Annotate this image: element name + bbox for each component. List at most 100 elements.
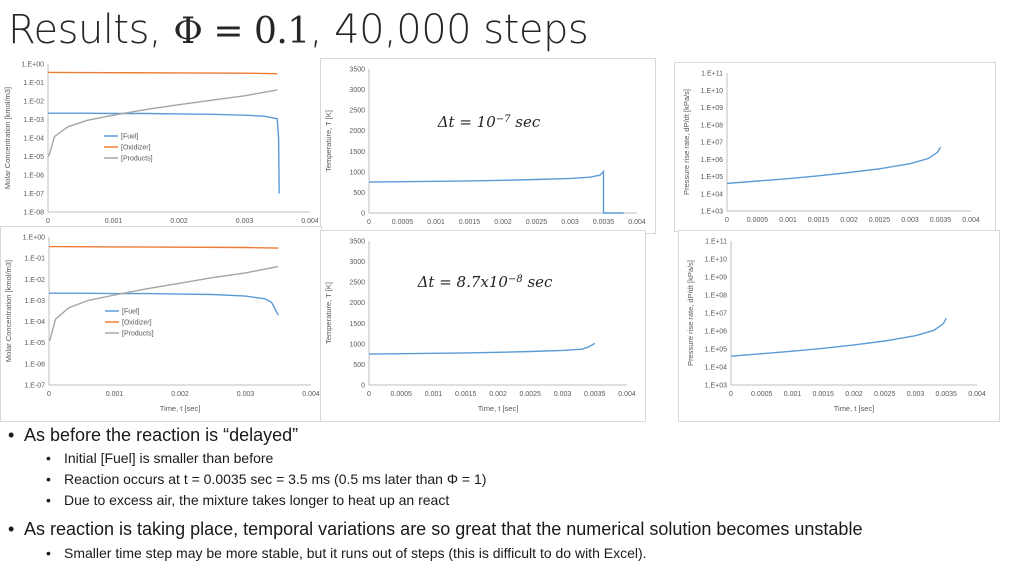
chart-pressure-rate-bottom: 1.E+03 1.E+04 1.E+05 1.E+06 1.E+07 1.E+08 1.E+… [678,230,1000,422]
x-tick-label: 0.0015 [813,391,835,398]
y-tick-label: 1.E-01 [24,256,45,263]
x-tick-label: 0.002 [171,391,189,398]
y-tick-label: 1.E+11 [701,71,723,78]
y-tick-label: 1.E+11 [705,239,727,246]
x-tick-label: 0.0035 [584,391,606,398]
x-tick-label: 0.0025 [874,391,896,398]
x-axis-label: Time, t [sec] [478,404,519,413]
x-tick-label: 0.001 [427,219,445,226]
y-tick-label: 3500 [349,239,365,246]
y-tick-label: 1.E-01 [23,80,44,87]
x-tick-label: 0.0015 [455,391,477,398]
x-tick-label: 0.001 [106,391,124,398]
y-tick-label: 0 [361,211,365,218]
x-tick-label: 0 [47,391,51,398]
y-tick-label: 1.E+08 [701,122,723,129]
y-tick-label: 2500 [349,280,365,287]
bullet-1-text: As before the reaction is “delayed” [24,425,299,445]
y-tick-label: 1.E-05 [24,340,45,347]
chart-svg: 1.E-08 1.E-07 1.E-06 1.E-05 1.E-04 1.E-03 1.E-… [3,62,318,226]
slide-title: Results, Φ = 0.1, 40,000 steps [8,4,589,58]
x-tick-label: 0.004 [618,391,636,398]
x-tick-label: 0.004 [302,391,320,398]
bullet-2: • As reaction is taking place, temporal v… [8,518,862,540]
x-tick-label: 0.003 [907,391,925,398]
chart-svg: 0 500 1000 1500 2000 2500 3000 3500 0 0.0005 0.001… [324,67,646,227]
x-tick-label: 0.004 [628,219,646,226]
bullet-dot: • [46,492,51,508]
y-tick-label: 1000 [349,341,365,348]
legend-label: [Oxidizer] [121,145,151,152]
y-tick-label: 1.E-03 [24,298,45,305]
timestep-annotation: Δt = 10−7 sec [437,113,541,131]
y-axis-label: Pressure rise rate, dP/dt [kPa/s] [682,89,691,195]
y-axis-label: Pressure rise rate, dP/dt [kPa/s] [686,260,695,366]
sub-bullet-2-1-text: Smaller time step may be more stable, bu… [64,545,647,561]
legend-label: [Fuel] [122,309,140,316]
y-tick-label: 3000 [349,259,365,266]
x-axis-label: Time, t [sec] [834,404,875,413]
annotation-exponent: −8 [508,274,523,285]
x-tick-label: 0 [729,391,733,398]
x-tick-label: 0.0025 [869,217,891,224]
bullet-1: • As before the reaction is “delayed” [8,424,298,446]
x-tick-label: 0.0015 [459,219,481,226]
chart-svg: 1.E-07 1.E-06 1.E-05 1.E-04 1.E-03 1.E-02 1.E-… [4,235,320,414]
annotation-base: Δt = 10 [437,113,497,131]
legend-label: [Fuel] [121,134,139,141]
legend-label: [Products] [121,156,153,163]
x-tick-label: 0.0005 [751,391,773,398]
x-tick-label: 0.0015 [808,217,830,224]
y-tick-label: 1.E+05 [701,174,723,181]
chart-pressure-rate-top: 1.E+03 1.E+04 1.E+05 1.E+06 1.E+07 1.E+08 1.E+… [674,62,996,232]
x-tick-label: 0.002 [845,391,863,398]
chart-svg: 1.E+03 1.E+04 1.E+05 1.E+06 1.E+07 1.E+08 1.E+… [682,71,980,225]
y-tick-label: 1.E-03 [23,117,44,124]
x-tick-label: 0.0035 [936,391,958,398]
x-tick-label: 0.0035 [593,219,615,226]
y-tick-label: 3000 [349,87,365,94]
y-axis-label: Molar Concentration [kmol/m3] [3,87,12,189]
x-tick-label: 0 [725,217,729,224]
series-line-products [49,265,279,342]
sub-bullet-1-3: • Due to excess air, the mixture takes lo… [46,491,449,509]
y-tick-label: 1.E+04 [701,191,723,198]
y-axis-label: Molar Concentration [kmol/m3] [4,260,13,362]
chart-concentration-top: 1.E-08 1.E-07 1.E-06 1.E-05 1.E-04 1.E-03 1.E-… [0,58,318,230]
y-tick-label: 2000 [349,300,365,307]
x-tick-label: 0 [46,218,50,225]
x-tick-label: 0.003 [561,219,579,226]
y-tick-label: 1500 [349,149,365,156]
x-tick-label: 0.001 [105,218,123,225]
sub-bullet-1-1-text: Initial [Fuel] is smaller than before [64,450,274,466]
legend-label: [Products] [122,331,154,338]
y-tick-label: 1.E+07 [701,140,723,147]
series-line [368,342,596,355]
y-tick-label: 1500 [349,321,365,328]
x-tick-label: 0.0005 [391,391,413,398]
sub-bullet-2-1: • Smaller time step may be more stable, b… [46,544,647,562]
x-tick-label: 0.001 [784,391,802,398]
x-tick-label: 0.0025 [520,391,542,398]
x-tick-label: 0.0005 [747,217,769,224]
y-tick-label: 1.E+06 [705,329,727,336]
x-tick-label: 0.0025 [526,219,548,226]
series-line-oxidizer [47,71,278,75]
y-tick-label: 1.E+08 [705,293,727,300]
chart-svg: 1.E+03 1.E+04 1.E+05 1.E+06 1.E+07 1.E+08 1.E+… [686,239,986,414]
x-axis-label: Time, t [sec] [160,404,201,413]
y-tick-label: 1.E-04 [23,136,44,143]
y-tick-label: 1.E-07 [23,191,44,198]
x-tick-label: 0.004 [962,217,980,224]
legend-label: [Oxidizer] [122,320,152,327]
sub-bullet-1-3-text: Due to excess air, the mixture takes lon… [64,492,450,508]
annotation-unit: sec [523,273,553,291]
y-tick-label: 1.E-05 [23,154,44,161]
x-tick-label: 0.002 [494,219,512,226]
y-tick-label: 500 [353,362,365,369]
y-tick-label: 1.E+09 [701,105,723,112]
x-tick-label: 0.004 [968,391,986,398]
y-tick-label: 1.E+03 [705,383,727,390]
chart-temperature-bottom: 0 500 1000 1500 2000 2500 3000 3500 0 0.0005 0.001… [320,230,646,422]
bullet-2-text: As reaction is taking place, temporal va… [24,519,863,539]
